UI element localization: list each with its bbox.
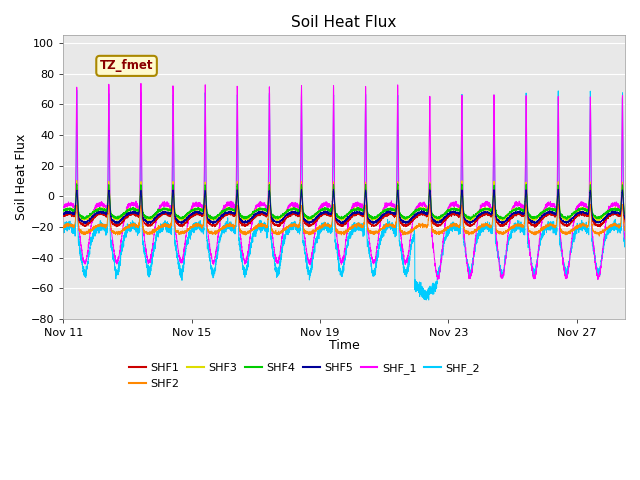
SHF4 bbox=[60, 208, 67, 214]
SHF1 bbox=[298, 187, 305, 193]
SHF3 bbox=[397, 213, 404, 218]
Title: Soil Heat Flux: Soil Heat Flux bbox=[291, 15, 397, 30]
SHF3 bbox=[522, 191, 529, 196]
SHF2 bbox=[274, 232, 282, 238]
SHF1 bbox=[274, 222, 282, 228]
SHF4 bbox=[396, 211, 404, 217]
SHF3 bbox=[425, 196, 433, 202]
Legend: SHF1, SHF2, SHF3, SHF4, SHF5, SHF_1, SHF_2: SHF1, SHF2, SHF3, SHF4, SHF5, SHF_1, SHF… bbox=[125, 359, 484, 393]
SHF2 bbox=[60, 225, 67, 230]
SHF5 bbox=[554, 187, 562, 192]
Line: SHF1: SHF1 bbox=[63, 190, 625, 227]
SHF3 bbox=[60, 208, 67, 214]
SHF4 bbox=[426, 181, 434, 187]
Line: SHF3: SHF3 bbox=[63, 180, 625, 221]
SHF2 bbox=[479, 223, 486, 229]
SHF_1 bbox=[60, 204, 67, 210]
SHF5 bbox=[274, 219, 282, 225]
SHF4 bbox=[425, 198, 433, 204]
SHF5 bbox=[621, 216, 629, 221]
SHF4 bbox=[621, 213, 629, 218]
SHF1 bbox=[161, 211, 169, 216]
SHF1 bbox=[621, 219, 629, 225]
SHF_1 bbox=[162, 203, 170, 208]
SHF5 bbox=[522, 198, 529, 204]
Line: SHF5: SHF5 bbox=[63, 190, 625, 224]
SHF_2 bbox=[274, 269, 282, 275]
SHF_1 bbox=[479, 204, 486, 209]
SHF_2 bbox=[73, 87, 81, 93]
X-axis label: Time: Time bbox=[329, 339, 360, 352]
SHF5 bbox=[60, 211, 67, 217]
SHF_2 bbox=[425, 290, 433, 296]
SHF5 bbox=[479, 211, 486, 216]
Line: SHF_1: SHF_1 bbox=[63, 84, 625, 280]
Line: SHF4: SHF4 bbox=[63, 184, 625, 219]
SHF_2 bbox=[162, 225, 170, 231]
SHF1 bbox=[60, 213, 67, 219]
Y-axis label: Soil Heat Flux: Soil Heat Flux bbox=[15, 134, 28, 220]
SHF_1 bbox=[274, 261, 282, 266]
SHF5 bbox=[396, 215, 404, 221]
SHF3 bbox=[73, 178, 81, 183]
SHF3 bbox=[621, 213, 629, 218]
SHF_1 bbox=[522, 178, 529, 183]
SHF2 bbox=[425, 216, 433, 222]
SHF_2 bbox=[522, 191, 529, 196]
SHF2 bbox=[521, 211, 529, 216]
Text: TZ_fmet: TZ_fmet bbox=[100, 60, 154, 72]
SHF2 bbox=[587, 202, 595, 207]
SHF4 bbox=[209, 216, 217, 222]
SHF_2 bbox=[621, 239, 629, 244]
SHF5 bbox=[178, 221, 186, 227]
SHF_2 bbox=[60, 227, 67, 233]
SHF3 bbox=[162, 206, 170, 212]
Line: SHF2: SHF2 bbox=[63, 204, 625, 236]
SHF3 bbox=[275, 216, 282, 222]
SHF1 bbox=[522, 199, 529, 205]
SHF2 bbox=[595, 233, 603, 239]
SHF1 bbox=[396, 218, 404, 224]
SHF2 bbox=[396, 226, 404, 231]
SHF4 bbox=[522, 192, 529, 197]
SHF5 bbox=[425, 201, 433, 206]
SHF_2 bbox=[425, 297, 433, 303]
SHF_1 bbox=[621, 236, 629, 242]
SHF_2 bbox=[479, 226, 486, 232]
Line: SHF_2: SHF_2 bbox=[63, 90, 625, 300]
SHF_1 bbox=[396, 228, 404, 234]
SHF_2 bbox=[396, 242, 404, 248]
SHF1 bbox=[531, 224, 539, 230]
SHF3 bbox=[145, 218, 153, 224]
SHF2 bbox=[621, 227, 629, 232]
SHF_1 bbox=[425, 194, 433, 200]
SHF2 bbox=[161, 221, 169, 227]
SHF5 bbox=[161, 209, 169, 215]
SHF1 bbox=[479, 213, 486, 218]
SHF4 bbox=[274, 216, 282, 221]
SHF4 bbox=[161, 205, 169, 211]
SHF3 bbox=[479, 206, 486, 212]
SHF_1 bbox=[594, 277, 602, 283]
SHF_1 bbox=[137, 81, 145, 86]
SHF4 bbox=[479, 207, 486, 213]
SHF1 bbox=[425, 202, 433, 208]
